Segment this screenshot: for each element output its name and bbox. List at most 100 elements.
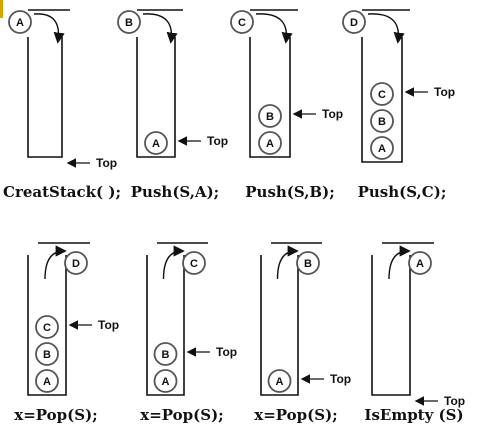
stack-element-c-label: C <box>43 322 51 334</box>
stack-element-a-label: A <box>276 376 284 388</box>
stack-element-a-label: A <box>378 143 386 155</box>
top-pointer: Top <box>68 318 119 332</box>
moving-element-a-label: A <box>416 258 424 270</box>
moving-element-b-circle <box>117 10 141 34</box>
moving-element-d-label: D <box>350 17 358 29</box>
stack-element-a-label: A <box>43 376 51 388</box>
stack-element-b-label: B <box>43 349 51 361</box>
top-pointer: Top <box>300 372 351 386</box>
moving-element-c-circle <box>230 10 254 34</box>
stack-frame-5: A B C D Top x=Pop(S); <box>14 242 119 424</box>
stack-element-a-circle <box>35 369 59 393</box>
moving-element-d: D <box>64 251 88 275</box>
stack-element-b-label: B <box>266 111 274 123</box>
moving-element-c: C <box>182 251 206 275</box>
stack-container <box>260 255 299 396</box>
stack-element-c-circle <box>370 82 394 106</box>
moving-element-d-label: D <box>72 258 80 270</box>
moving-element-a-circle <box>8 10 32 34</box>
top-pointer-label: Top <box>216 345 237 359</box>
top-pointer-label: Top <box>96 156 117 170</box>
stack-frame-4: A B C D Top Push(S,C); <box>342 9 455 201</box>
stack-frame-1: A Top CreatStack( ); <box>3 9 121 201</box>
operation-caption: IsEmpty (S) <box>364 406 463 424</box>
pop-arc-arrow <box>162 245 185 280</box>
operation-caption: Push(S,B); <box>245 183 334 201</box>
moving-element-a: A <box>408 251 432 275</box>
stack-element-a: A <box>258 131 282 155</box>
pop-arc-arrow <box>276 245 299 280</box>
top-pointer-label: Top <box>207 134 228 148</box>
moving-element-b: B <box>296 251 320 275</box>
top-pointer: Top <box>186 345 237 359</box>
stack-element-a-label: A <box>162 376 170 388</box>
moving-element-d: D <box>342 10 366 34</box>
stack-element-b: B <box>258 104 282 128</box>
top-pointer: Top <box>292 107 343 121</box>
stack-frame-3: A B C Top Push(S,B); <box>230 9 343 201</box>
stack-element-b: B <box>35 342 59 366</box>
top-pointer-label: Top <box>434 85 455 99</box>
stack-element-a-circle <box>258 131 282 155</box>
top-pointer-label: Top <box>322 107 343 121</box>
stack-element-a-circle <box>267 369 292 393</box>
stack-element-b: B <box>153 342 178 366</box>
moving-element-c-label: C <box>190 258 198 270</box>
moving-element-b: B <box>117 10 141 34</box>
top-pointer-label: Top <box>444 394 465 408</box>
stack-container <box>27 37 63 158</box>
moving-element-b-label: B <box>125 17 133 29</box>
stack-element-c-circle <box>35 315 59 339</box>
stack-element-a-label: A <box>266 138 274 150</box>
stack-element-b-label: B <box>378 116 386 128</box>
stack-element-c: C <box>370 82 394 106</box>
top-pointer: Top <box>404 85 455 99</box>
top-pointer-label: Top <box>330 372 351 386</box>
stack-element-a: A <box>370 136 394 160</box>
stack-element-b-circle <box>35 342 59 366</box>
stack-container <box>371 255 411 396</box>
operation-caption: Push(S,A); <box>131 183 219 201</box>
stack-element-b-circle <box>370 109 394 133</box>
stack-frame-7: A B Top x=Pop(S); <box>254 242 351 424</box>
top-pointer-label: Top <box>98 318 119 332</box>
pop-arc-arrow <box>388 245 411 280</box>
stack-element-a: A <box>144 131 168 155</box>
moving-element-b-circle <box>296 251 320 275</box>
operation-caption: x=Pop(S); <box>14 406 97 424</box>
stack-container <box>249 37 291 158</box>
push-arc-arrow <box>33 13 65 44</box>
stack-element-b-circle <box>258 104 282 128</box>
stack-container <box>136 37 176 158</box>
stack-container <box>361 37 403 163</box>
accent-bar <box>0 0 3 18</box>
stack-element-a-circle <box>144 131 168 155</box>
stack-frame-6: A B C Top x=Pop(S); <box>140 242 237 424</box>
stack-element-b-circle <box>153 342 178 366</box>
stack-container <box>146 255 185 396</box>
stack-element-a: A <box>35 369 59 393</box>
moving-element-a: A <box>8 10 32 34</box>
moving-element-a-label: A <box>16 17 24 29</box>
moving-element-d-circle <box>342 10 366 34</box>
moving-element-c: C <box>230 10 254 34</box>
top-pointer: Top <box>66 156 117 170</box>
stack-element-a-circle <box>370 136 394 160</box>
push-arc-arrow <box>255 13 293 44</box>
moving-element-d-circle <box>64 251 88 275</box>
moving-element-c-circle <box>182 251 206 275</box>
operation-caption: x=Pop(S); <box>140 406 223 424</box>
pop-arc-arrow <box>44 245 67 280</box>
stack-element-a-circle <box>153 369 178 393</box>
push-arc-arrow <box>367 13 405 44</box>
top-pointer: Top <box>414 394 465 408</box>
stack-element-a: A <box>153 369 178 393</box>
operation-caption: Push(S,C); <box>358 183 447 201</box>
stack-element-a: A <box>267 369 292 393</box>
stack-element-b-label: B <box>162 349 170 361</box>
moving-element-a-circle <box>408 251 432 275</box>
stack-frame-2: A B Top Push(S,A); <box>117 9 228 201</box>
